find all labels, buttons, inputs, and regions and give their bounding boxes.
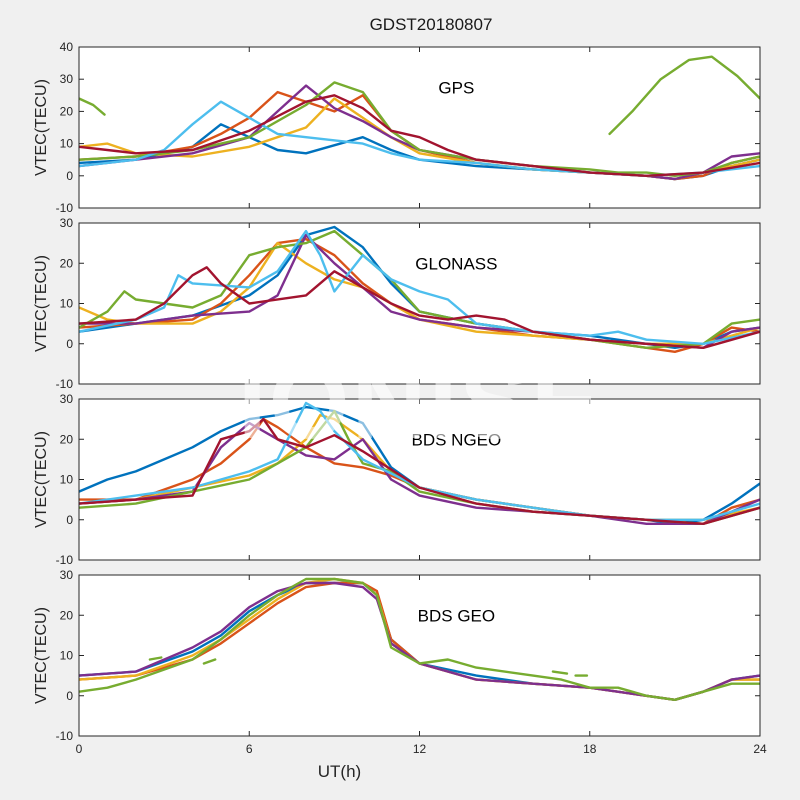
plot-area	[79, 47, 760, 208]
panel-label: GLONASS	[415, 254, 497, 273]
panel-label: GPS	[438, 78, 474, 97]
series-line-5	[79, 577, 760, 701]
x-axis-label: UT(h)	[318, 762, 361, 781]
series-group	[79, 225, 760, 353]
y-axis-label: VTEC(TECU)	[33, 607, 50, 704]
y-tick-label: 20	[60, 432, 74, 446]
series-line-1	[79, 405, 760, 525]
series-line-7	[202, 658, 217, 665]
panel-label: BDS GEO	[418, 606, 495, 625]
y-tick-label: 0	[66, 689, 73, 703]
series-line-7	[79, 266, 760, 349]
panel-label: BDS NGEO	[412, 430, 502, 449]
panel-3: -10 0 10 20 30 VTEC(TECU) BDS NGEO	[33, 392, 761, 567]
panel-1: -10 0 10 20 30 40 VTEC(TECU) GPS	[33, 40, 761, 215]
series-group	[79, 401, 760, 525]
x-tick-label: 12	[413, 742, 427, 756]
y-tick-label: 10	[60, 297, 74, 311]
y-tick-label: 20	[60, 256, 74, 270]
y-axis-label: VTEC(TECU)	[33, 79, 50, 176]
x-tick-label: 24	[753, 742, 767, 756]
x-tick-label: 6	[246, 742, 253, 756]
watermark: IONISE	[238, 345, 603, 461]
y-tick-label: 40	[60, 40, 74, 54]
y-tick-label: 10	[60, 649, 74, 663]
y-tick-label: 30	[60, 72, 74, 86]
x-tick-label: 18	[583, 742, 597, 756]
y-tick-label: 30	[60, 568, 74, 582]
series-group	[79, 577, 760, 701]
y-tick-label: 0	[66, 513, 73, 527]
series-line-5	[79, 229, 760, 349]
y-tick-label: 20	[60, 104, 74, 118]
figure-title: GDST20180807	[370, 15, 493, 34]
series-line-5	[79, 81, 760, 177]
series-line-7	[79, 417, 760, 525]
series-line-8	[608, 55, 760, 136]
y-tick-label: -10	[56, 377, 74, 391]
y-tick-label: 10	[60, 137, 74, 151]
y-tick-label: -10	[56, 553, 74, 567]
series-line-9	[79, 97, 106, 116]
series-line-6	[79, 229, 760, 345]
panel-2: -10 0 10 20 30 VTEC(TECU) GLONASS	[33, 216, 761, 391]
y-tick-label: 30	[60, 392, 74, 406]
y-tick-label: 0	[66, 337, 73, 351]
series-line-6	[148, 656, 163, 661]
y-tick-label: 30	[60, 216, 74, 230]
y-axis-label: VTEC(TECU)	[33, 431, 50, 528]
y-tick-label: 0	[66, 169, 73, 183]
y-tick-label: -10	[56, 729, 74, 743]
y-tick-label: 10	[60, 473, 74, 487]
y-tick-label: -10	[56, 201, 74, 215]
x-tick-label: 0	[76, 742, 83, 756]
series-group	[79, 55, 760, 181]
y-tick-label: 20	[60, 608, 74, 622]
series-line-7	[79, 94, 760, 177]
series-line-8	[551, 670, 569, 675]
y-axis-label: VTEC(TECU)	[33, 255, 50, 352]
plot-area	[79, 223, 760, 384]
